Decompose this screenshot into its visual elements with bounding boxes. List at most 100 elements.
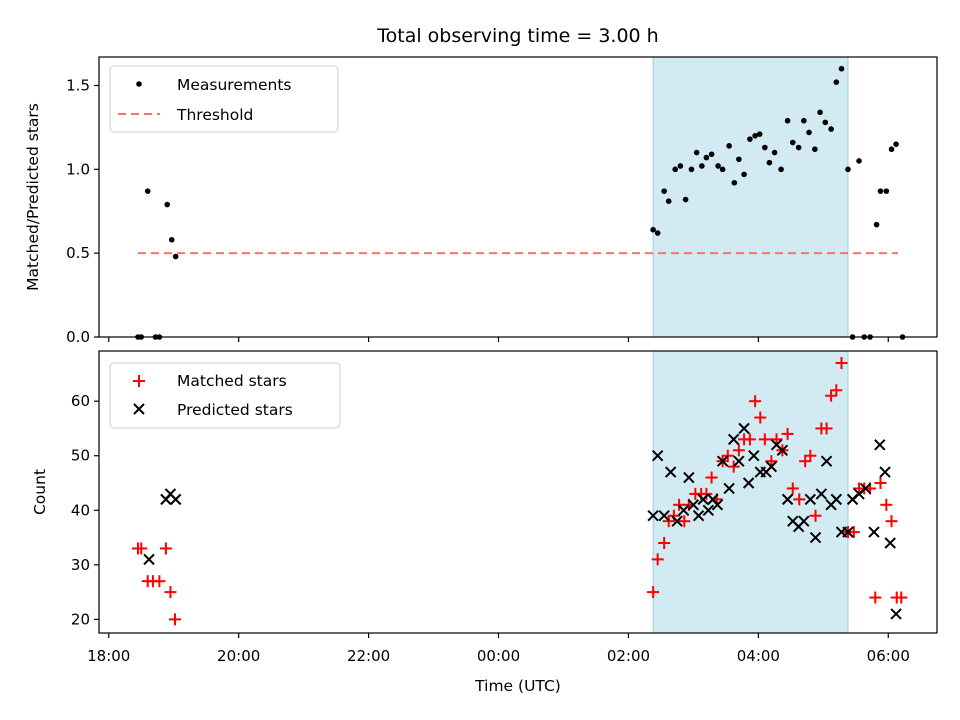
matched-star-point: [743, 433, 756, 446]
legend-threshold-label: Threshold: [176, 106, 253, 124]
legend-measurements-label: Measurements: [177, 76, 292, 94]
x-tick-label: 00:00: [477, 647, 520, 665]
predicted-star-point: [798, 515, 810, 527]
measurement-point: [883, 188, 890, 194]
predicted-star-point: [664, 466, 677, 478]
predicted-star-point: [776, 444, 789, 456]
matched-star-point: [662, 515, 675, 528]
matched-star-point: [835, 357, 848, 369]
predicted-star-point: [868, 526, 880, 538]
measurement-point: [771, 149, 778, 156]
matched-star-point: [754, 411, 767, 424]
matched-star-point: [786, 482, 799, 495]
measurement-point: [726, 143, 732, 149]
y-tick-label: 0.5: [66, 244, 90, 262]
matched-star-point: [869, 591, 882, 604]
measurement-point: [654, 230, 661, 236]
measurement-point: [741, 171, 747, 178]
measurement-point: [877, 188, 884, 194]
matched-star-point: [667, 509, 680, 522]
measurement-point: [833, 79, 840, 85]
x-tick-label: 04:00: [737, 647, 780, 665]
measurement-point: [665, 198, 672, 204]
predicted-star-point: [716, 455, 729, 467]
predicted-star-point: [647, 510, 659, 522]
measurement-point: [747, 136, 753, 142]
measurement-point: [822, 119, 829, 126]
predicted-star-point: [702, 504, 715, 516]
matched-star-point: [880, 498, 893, 511]
measurement-point: [682, 196, 689, 203]
predicted-star-point: [884, 537, 896, 549]
matched-star-point: [705, 471, 718, 484]
matched-star-point: [885, 515, 898, 528]
x-tick-label: 18:00: [87, 647, 130, 665]
predicted-star-point: [742, 477, 755, 489]
predicted-star-point: [879, 466, 891, 478]
y-tick-label: 20: [71, 610, 90, 628]
predicted-star-point: [671, 515, 683, 527]
measurement-point: [893, 141, 899, 147]
panel-bottom: 20 30 40 50 60 18:00 20:00 22:00 00:00 02:00 04:0…: [31, 350, 938, 695]
measurement-point: [789, 139, 796, 146]
predicted-star-point: [830, 493, 843, 506]
x-tick-label: 06:00: [867, 647, 910, 665]
bottom-legend-box: [109, 362, 341, 429]
matched-star-point: [793, 493, 806, 506]
predicted-star-point: [687, 499, 700, 511]
matched-star-point: [825, 389, 838, 402]
x-tick-label: 22:00: [347, 647, 390, 665]
matched-star-point: [721, 449, 734, 462]
matched-star-point: [732, 444, 745, 457]
chart-title: Total observing time = 3.00 h: [376, 25, 658, 47]
measurement-point: [731, 179, 738, 186]
x-tick-label: 20:00: [217, 647, 260, 665]
measurement-point: [661, 188, 667, 194]
matched-star-point: [651, 553, 664, 566]
matched-star-point: [781, 427, 794, 440]
matched-star-point: [804, 449, 817, 462]
measurement-point: [688, 166, 695, 173]
predicted-star-point: [809, 531, 822, 544]
predicted-star-point: [692, 510, 705, 522]
matched-star-point: [770, 433, 783, 446]
bottom-y-axis-label: Count: [31, 469, 49, 515]
matched-star-point: [830, 384, 843, 397]
measurement-point: [708, 151, 715, 158]
predicted-star-point: [842, 526, 854, 538]
matched-star-point: [658, 537, 671, 549]
x-tick-label: 02:00: [607, 647, 650, 665]
x-axis-label: Time (UTC): [474, 677, 561, 695]
measurement-point: [756, 131, 763, 137]
measurement-point: [677, 163, 684, 169]
measurement-point: [828, 126, 834, 132]
predicted-star-point: [658, 510, 670, 522]
matched-star-point: [700, 487, 713, 500]
legend-predicted-label: Predicted stars: [177, 401, 293, 419]
top-measurement-points: [135, 65, 906, 340]
measurement-point: [719, 166, 726, 173]
measurement-point: [795, 144, 802, 151]
top-axes-frame: [98, 56, 938, 338]
measurement-point: [766, 159, 773, 166]
measurement-point: [164, 201, 171, 208]
matched-star-point: [799, 455, 812, 468]
predicted-star-point: [765, 460, 778, 473]
measurement-point: [672, 166, 679, 173]
matched-star-point: [820, 422, 833, 435]
legend-matched-marker: [133, 375, 145, 387]
measurement-point: [144, 188, 151, 194]
matched-star-point: [678, 515, 691, 528]
matched-star-point: [847, 526, 860, 539]
predicted-star-point: [804, 493, 817, 506]
predicted-star-point: [143, 553, 155, 566]
matched-star-point: [758, 433, 771, 446]
legend-measurements-marker: [136, 81, 142, 87]
predicted-star-point: [711, 499, 724, 511]
y-tick-label: 0.0: [66, 328, 90, 346]
matched-star-point: [647, 586, 660, 599]
predicted-star-point: [677, 504, 690, 516]
matched-star-point: [164, 586, 177, 599]
measurement-point: [812, 146, 818, 153]
